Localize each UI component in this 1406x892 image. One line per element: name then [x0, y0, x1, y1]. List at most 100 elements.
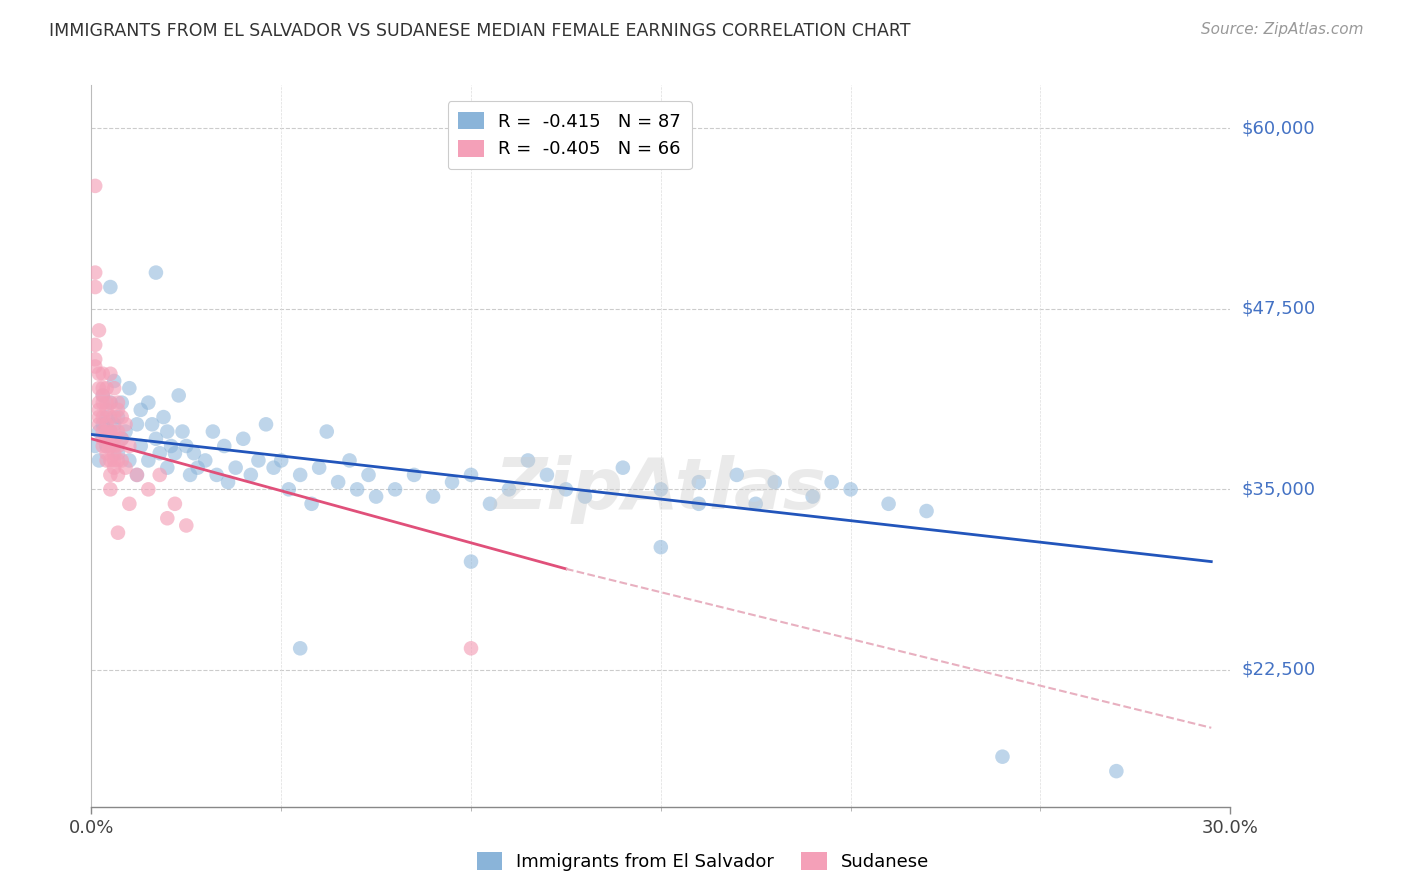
Point: [118, 497, 141, 511]
Point: [612, 460, 634, 475]
Point: [91, 439, 114, 453]
Point: [103, 460, 125, 475]
Point: [96, 381, 118, 395]
Point: [991, 749, 1014, 764]
Point: [364, 490, 387, 504]
Point: [91, 417, 114, 432]
Point: [125, 467, 148, 482]
Point: [725, 467, 748, 482]
Point: [107, 425, 129, 439]
Point: [156, 460, 179, 475]
Point: [107, 525, 129, 540]
Point: [91, 395, 114, 409]
Point: [96, 403, 118, 417]
Point: [232, 432, 254, 446]
Point: [98, 367, 121, 381]
Point: [96, 410, 118, 425]
Point: [145, 432, 167, 446]
Point: [172, 425, 194, 439]
Point: [688, 497, 710, 511]
Point: [84, 439, 107, 453]
Point: [98, 483, 121, 497]
Point: [129, 439, 152, 453]
Point: [688, 475, 710, 489]
Point: [1105, 764, 1128, 778]
Point: [103, 417, 125, 432]
Point: [217, 475, 239, 489]
Point: [111, 432, 134, 446]
Point: [129, 403, 152, 417]
Point: [194, 453, 217, 467]
Text: IMMIGRANTS FROM EL SALVADOR VS SUDANESE MEDIAN FEMALE EARNINGS CORRELATION CHART: IMMIGRANTS FROM EL SALVADOR VS SUDANESE …: [49, 22, 911, 40]
Point: [111, 453, 134, 467]
Point: [103, 432, 125, 446]
Text: ZipAtlas: ZipAtlas: [495, 455, 827, 524]
Point: [96, 425, 118, 439]
Point: [290, 641, 312, 656]
Point: [239, 467, 262, 482]
Point: [87, 367, 110, 381]
Point: [301, 497, 323, 511]
Point: [404, 467, 426, 482]
Point: [174, 518, 197, 533]
Point: [111, 432, 134, 446]
Point: [763, 475, 786, 489]
Point: [384, 483, 406, 497]
Point: [745, 497, 768, 511]
Text: $47,500: $47,500: [1241, 300, 1316, 318]
Point: [915, 504, 938, 518]
Point: [87, 403, 110, 417]
Point: [650, 540, 672, 554]
Point: [91, 388, 114, 402]
Point: [91, 381, 114, 395]
Point: [107, 403, 129, 417]
Point: [84, 352, 107, 367]
Point: [96, 439, 118, 453]
Point: [152, 410, 174, 425]
Point: [801, 490, 824, 504]
Point: [98, 395, 121, 409]
Point: [98, 425, 121, 439]
Point: [179, 467, 201, 482]
Point: [270, 453, 292, 467]
Point: [107, 467, 129, 482]
Point: [263, 460, 285, 475]
Point: [839, 483, 862, 497]
Point: [498, 483, 520, 497]
Point: [125, 417, 148, 432]
Point: [650, 483, 672, 497]
Point: [103, 410, 125, 425]
Point: [114, 460, 136, 475]
Point: [346, 483, 368, 497]
Point: [160, 439, 183, 453]
Point: [225, 460, 247, 475]
Point: [201, 425, 224, 439]
Point: [98, 425, 121, 439]
Point: [118, 453, 141, 467]
Point: [103, 439, 125, 453]
Point: [87, 425, 110, 439]
Point: [87, 395, 110, 409]
Point: [84, 338, 107, 352]
Point: [87, 323, 110, 337]
Point: [111, 395, 134, 409]
Text: Source: ZipAtlas.com: Source: ZipAtlas.com: [1201, 22, 1364, 37]
Point: [205, 467, 228, 482]
Point: [84, 178, 107, 193]
Point: [98, 467, 121, 482]
Point: [141, 417, 163, 432]
Point: [478, 497, 501, 511]
Point: [111, 410, 134, 425]
Point: [821, 475, 844, 489]
Point: [214, 439, 236, 453]
Point: [422, 490, 444, 504]
Text: $22,500: $22,500: [1241, 661, 1316, 679]
Point: [103, 381, 125, 395]
Point: [536, 467, 558, 482]
Point: [145, 266, 167, 280]
Legend: Immigrants from El Salvador, Sudanese: Immigrants from El Salvador, Sudanese: [470, 846, 936, 879]
Point: [574, 490, 596, 504]
Point: [107, 395, 129, 409]
Point: [357, 467, 380, 482]
Point: [174, 439, 197, 453]
